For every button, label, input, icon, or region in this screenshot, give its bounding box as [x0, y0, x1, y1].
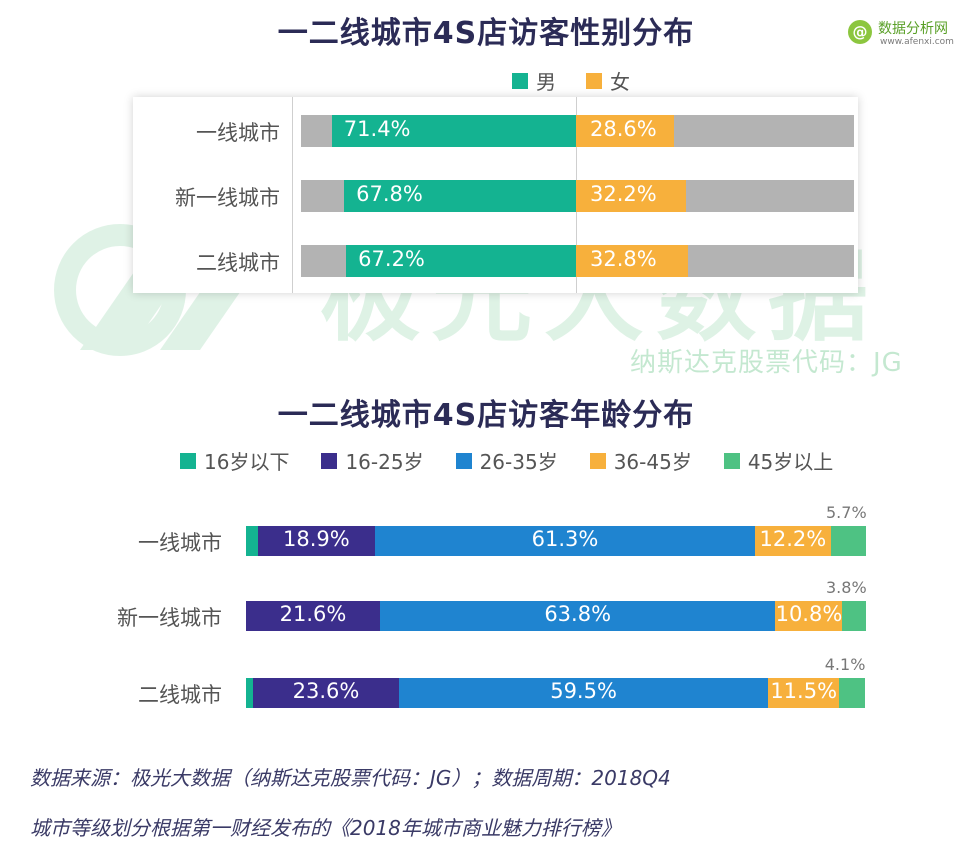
- age-data-label: 61.3%: [531, 527, 599, 551]
- age-bar-segment: [755, 526, 831, 556]
- age-legend-over45: 45岁以上: [723, 446, 834, 475]
- logo-at-icon: @: [848, 20, 872, 44]
- age-legend-36-45-label: 36-45岁: [613, 450, 692, 474]
- age-data-label: 10.8%: [775, 602, 843, 626]
- gender-legend: 男 女: [512, 66, 630, 95]
- gender-legend-female: 女: [586, 66, 630, 95]
- age-bar-segment: [842, 601, 866, 631]
- footnote-source: 数据来源：极光大数据（纳斯达克股票代码：JG）；数据周期：2018Q4: [30, 766, 671, 790]
- watermark-sub: 纳斯达克股票代码：JG: [630, 348, 903, 378]
- age-bar-segment: [775, 601, 843, 631]
- age-legend-26-35-swatch: [455, 452, 472, 469]
- gender-category-label: 一线城市: [196, 121, 280, 145]
- gender-category-label: 二线城市: [196, 251, 280, 275]
- age-bar-segment: [768, 678, 840, 708]
- age-bar-segment: [246, 526, 258, 556]
- gender-category-label: 新一线城市: [175, 186, 280, 210]
- age-data-label: 11.5%: [770, 679, 838, 703]
- age-legend-26-35-label: 26-35岁: [479, 450, 558, 474]
- gender-data-label-female: 32.8%: [590, 247, 657, 271]
- age-legend-36-45: 36-45岁: [589, 446, 692, 475]
- age-category-label: 二线城市: [138, 683, 222, 707]
- gender-data-label-male: 67.8%: [356, 182, 423, 206]
- site-logo: @ 数据分析网 www.afenxi.com: [848, 12, 966, 52]
- gender-category-axis: [292, 97, 293, 293]
- gender-data-label-female: 28.6%: [590, 117, 657, 141]
- age-legend-under16-swatch: [180, 452, 196, 469]
- age-bar-segment: [374, 526, 755, 556]
- logo-name: 数据分析网: [878, 21, 948, 37]
- gender-bar-female: [576, 115, 674, 147]
- gender-data-label-female: 32.2%: [590, 182, 657, 206]
- gender-legend-male: 男: [512, 66, 556, 95]
- age-legend-under16-label: 16岁以下: [204, 450, 290, 474]
- gender-legend-female-swatch: [586, 72, 602, 89]
- gender-bar-male: [346, 245, 576, 277]
- age-chart-title: 一二线城市4S店访客年龄分布: [277, 398, 695, 433]
- age-data-label-outside: 3.8%: [826, 578, 867, 597]
- age-category-label: 一线城市: [138, 531, 222, 555]
- age-bar-segment: [246, 601, 380, 631]
- age-data-label: 18.9%: [282, 527, 350, 551]
- gender-chart-title: 一二线城市4S店访客性别分布: [277, 16, 695, 51]
- age-data-label: 23.6%: [292, 679, 360, 703]
- age-bar-segment: [252, 678, 400, 708]
- age-bar-segment: [830, 526, 866, 556]
- age-bar-segment: [257, 526, 375, 556]
- age-legend: 16岁以下 16-25岁 26-35岁 36-45岁 45岁以上: [180, 446, 833, 475]
- age-data-label: 59.5%: [550, 679, 617, 703]
- age-data-label-outside: 5.7%: [826, 503, 867, 522]
- footnote-note: 城市等级划分根据第一财经发布的《2018年城市商业魅力排行榜》: [30, 816, 621, 840]
- gender-legend-female-label: 女: [610, 70, 630, 94]
- gender-data-label-male: 71.4%: [343, 117, 411, 141]
- age-bar-segment: [839, 678, 865, 708]
- age-data-label: 63.8%: [544, 602, 612, 626]
- age-legend-16-25-swatch: [321, 452, 338, 469]
- gender-data-label-male: 67.2%: [358, 247, 425, 271]
- logo-url: www.afenxi.com: [880, 37, 954, 47]
- gender-legend-male-swatch: [512, 72, 528, 89]
- gender-bar-male: [331, 115, 576, 147]
- age-bar-segment: [246, 678, 253, 708]
- age-legend-36-45-swatch: [589, 452, 606, 469]
- age-legend-16-25-label: 16-25岁: [345, 450, 424, 474]
- age-legend-16-25: 16-25岁: [321, 446, 424, 475]
- gender-bar-female: [576, 180, 687, 212]
- age-legend-over45-swatch: [723, 452, 740, 469]
- age-category-label: 新一线城市: [117, 606, 222, 630]
- gender-bar-female: [576, 245, 689, 277]
- age-legend-under16: 16岁以下: [180, 446, 289, 475]
- age-bar-segment: [379, 601, 776, 631]
- gender-legend-male-label: 男: [536, 70, 556, 94]
- age-data-label-outside: 4.1%: [824, 655, 866, 674]
- gender-bar-male: [344, 180, 576, 212]
- age-legend-over45-label: 45岁以上: [747, 450, 834, 474]
- age-data-label: 21.6%: [279, 602, 347, 626]
- age-legend-26-35: 26-35岁: [455, 446, 558, 475]
- age-bar-segment: [399, 678, 769, 708]
- age-data-label: 12.2%: [759, 527, 827, 551]
